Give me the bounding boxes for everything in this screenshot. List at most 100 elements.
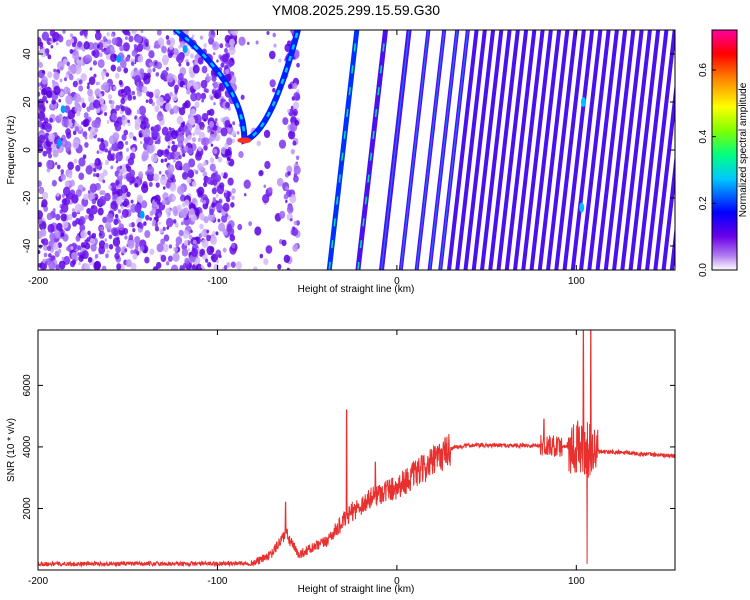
noise-speck: [53, 68, 57, 73]
noise-speck: [75, 218, 81, 225]
noise-speck: [231, 130, 236, 137]
noise-speck: [149, 62, 153, 67]
noise-speck: [38, 82, 41, 87]
noise-speck: [181, 248, 189, 257]
noise-speck: [167, 145, 171, 149]
noise-speck: [84, 214, 89, 220]
noise-speck: [62, 58, 68, 65]
noise-speck: [206, 126, 210, 131]
noise-speck: [220, 62, 225, 68]
snr-panel: -200 -100 0 100 2000 4000 6000 Height of strai…: [6, 329, 676, 595]
noise-speck: [74, 126, 79, 132]
noise-speck: [72, 130, 77, 136]
noise-speck: [91, 232, 97, 239]
noise-speck: [198, 212, 205, 220]
noise-speck: [210, 96, 214, 101]
noise-speck: [286, 40, 292, 47]
noise-speck: [125, 259, 132, 268]
noise-speck: [231, 195, 235, 200]
noise-speck: [81, 102, 86, 109]
noise-speck: [132, 227, 136, 233]
noise-speck: [170, 136, 173, 141]
noise-speck: [41, 75, 48, 85]
noise-speck: [161, 45, 167, 54]
noise-speck: [148, 181, 153, 188]
noise-speck: [111, 142, 119, 152]
noise-speck: [183, 239, 189, 246]
noise-speck: [55, 42, 59, 46]
noise-speck: [161, 126, 169, 136]
noise-bright-speck: [116, 54, 122, 63]
noise-speck: [104, 111, 108, 116]
noise-speck: [206, 110, 211, 116]
noise-speck: [140, 245, 145, 252]
noise-speck: [178, 107, 186, 116]
noise-speck: [114, 252, 120, 260]
noise-speck: [240, 94, 245, 100]
noise-speck: [208, 212, 216, 222]
noise-speck: [128, 35, 134, 43]
stripe-bright-spot: [579, 202, 585, 213]
dispersion-stripe: [628, 30, 661, 270]
noise-speck: [95, 159, 99, 165]
noise-speck: [39, 41, 44, 47]
noise-speck: [58, 260, 66, 270]
noise-speck: [156, 199, 161, 205]
snr-xtick-label: 100: [568, 576, 585, 587]
noise-speck: [170, 130, 178, 140]
noise-speck: [191, 247, 199, 257]
noise-speck: [113, 218, 119, 226]
noise-speck: [279, 210, 286, 219]
noise-speck: [269, 79, 276, 88]
spectrogram-xlabel: Height of straight line (km): [298, 284, 415, 295]
noise-speck: [160, 238, 166, 245]
noise-speck: [43, 252, 48, 258]
noise-speck: [225, 68, 230, 74]
noise-speck: [177, 73, 184, 81]
colorbar-ticks: 0.0 0.2 0.4 0.6: [698, 29, 738, 277]
noise-speck: [39, 260, 48, 270]
noise-speck: [111, 37, 118, 46]
noise-speck: [49, 117, 54, 123]
noise-speck: [199, 198, 203, 203]
noise-speck: [137, 55, 144, 63]
noise-speck: [218, 83, 226, 92]
noise-speck: [154, 226, 160, 232]
noise-speck: [151, 221, 156, 227]
arc-vertex-peak: [237, 137, 252, 144]
noise-speck: [178, 155, 182, 160]
noise-speck: [141, 85, 148, 94]
noise-speck: [92, 42, 99, 51]
dispersion-stripe-core: [415, 30, 445, 270]
noise-speck: [131, 49, 137, 57]
noise-speck: [208, 120, 215, 128]
noise-speck: [72, 96, 76, 101]
noise-speck: [152, 266, 159, 270]
noise-speck: [53, 85, 61, 96]
dispersion-stripe: [645, 30, 675, 270]
noise-speck: [103, 47, 107, 51]
noise-speck: [140, 200, 148, 209]
noise-speck: [228, 123, 233, 128]
noise-speck: [127, 119, 130, 123]
noise-speck: [121, 134, 127, 141]
noise-speck: [110, 46, 115, 52]
noise-speck: [206, 245, 214, 256]
noise-speck: [110, 165, 114, 170]
noise-speck: [133, 44, 138, 49]
noise-speck: [157, 135, 161, 140]
snr-frame: [37, 329, 676, 571]
noise-speck: [122, 122, 126, 127]
noise-speck: [289, 30, 295, 33]
noise-speck: [74, 203, 82, 213]
noise-speck: [65, 94, 73, 105]
noise-speck: [161, 70, 169, 80]
noise-speck: [117, 140, 124, 150]
noise-speck: [189, 207, 195, 215]
noise-speck: [157, 37, 165, 46]
noise-speck: [172, 105, 180, 114]
noise-speck: [192, 132, 196, 137]
noise-speck: [107, 39, 112, 45]
noise-speck: [49, 232, 56, 241]
noise-speck: [294, 242, 299, 249]
